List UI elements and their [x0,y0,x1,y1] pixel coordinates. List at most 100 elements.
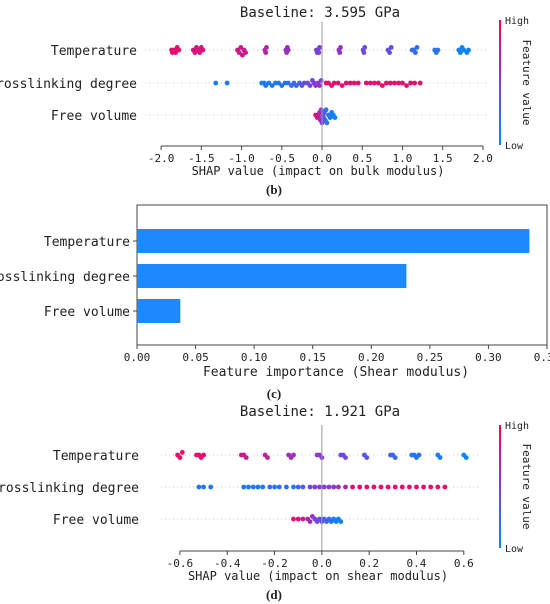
panel-c-bar [137,229,530,253]
panel-d-point [343,484,348,490]
panel-b-point [224,80,230,86]
panel-b-point [355,80,361,86]
panel-b-point [327,115,333,120]
panel-b-feature-label: Temperature [51,44,137,59]
panel-d-point [463,455,469,460]
panel-c-x-tick-label: 0.15 [299,351,326,364]
panel-b-point [408,80,413,86]
panel-d-x-tick-label: 0.6 [454,557,474,570]
panel-b-feature-label: Free volume [51,109,137,124]
panel-b-point [238,45,244,50]
panel-d-point [385,484,391,490]
panel-d-point [378,484,384,490]
panel-d-point [208,484,214,490]
panel-b-point [243,50,249,55]
panel-c-x-tick-label: 0.10 [241,351,268,364]
panel-b-point [400,80,405,86]
panel-b-point [173,50,179,55]
panel-b-point [392,80,397,86]
panel-d-point [179,450,185,455]
panel-b-point [192,50,198,55]
panel-d-feature-label: Free volume [53,513,139,528]
panel-b-point [276,80,281,86]
panel-d-point [260,484,266,490]
panel-c-category-label: Temperature [44,235,130,250]
panel-b-x-tick-label: -0.5 [269,152,296,165]
panel-b-x-tick-label: 1.0 [393,152,413,165]
panel-b-point [367,80,373,86]
panel-b-point [396,80,401,86]
panel-d-point [317,484,322,490]
panel-d-point [196,484,202,490]
panel-b-point [351,80,357,86]
panel-b-point [413,50,418,55]
panel-c-category-label: Crosslinking degree [0,270,130,285]
panel-b-point [461,47,467,53]
panel-b-point [197,50,203,55]
panel-b-point [266,80,272,86]
panel-d-point [442,484,448,490]
panel-c-x-tick-label: 0.20 [358,351,385,364]
panel-c-x-tick-label: 0.00 [124,351,151,364]
panel-b-point [363,80,369,86]
panel-b-point [176,47,182,53]
panel-b-point [339,83,345,88]
panel-d-point [295,516,301,522]
panel-b-x-tick-label: 0.0 [312,152,332,165]
panel-b-point [388,45,394,50]
panel-b-x-tick-label: 2.0 [473,152,493,165]
panel-d-point [291,516,296,522]
panel-d-shap-shear: Baseline: 1.921 GPa Temperature Crosslink… [0,404,533,602]
panel-b-point [361,50,367,55]
panel-d-point [276,484,282,490]
panel-c-x-tick-label: 0.30 [475,351,502,364]
panel-d-point [284,484,289,490]
panel-d-point [338,519,344,524]
panel-b-point [371,80,377,86]
panel-d-point [414,484,419,490]
panel-d-point [300,484,306,490]
panel-b-point [316,50,322,55]
panel-c-x-tick-label: 0.25 [417,351,444,364]
panel-c-label: (c) [267,386,281,401]
panel-d-point [364,455,370,460]
panel-d-point [250,484,256,490]
panel-d-feature-label: Crosslinking degree [0,481,139,496]
panel-b-point [263,50,269,55]
panel-b-point [307,83,313,88]
panel-d-point [201,484,207,490]
panel-d-point [326,484,332,490]
panel-b-point [263,83,269,88]
panel-d-x-tick-label: -0.4 [214,557,241,570]
panel-b-feature-label: Crosslinking degree [0,77,137,92]
panel-b-point [343,80,349,86]
panel-b-title: Baseline: 3.595 GPa [240,5,400,21]
panel-d-feature-label: Temperature [53,449,139,464]
panel-d-x-tick-label: -0.2 [261,557,288,570]
panel-d-title: Baseline: 1.921 GPa [240,404,400,420]
panel-c-importance: Temperature Crosslinking degree Free volum… [0,204,550,401]
panel-b-point [285,47,291,53]
panel-d-label: (d) [266,587,282,602]
panel-b-point [269,83,275,88]
panel-d-point [428,484,434,490]
panel-c-bar [137,264,407,288]
panel-d-x-tick-label: -0.6 [167,557,194,570]
panel-b-point [388,80,393,86]
panel-d-point [407,484,412,490]
panel-d-colorbar-title: Feature value [520,443,533,529]
panel-b-point [335,80,341,86]
panel-d-point [312,484,318,490]
panel-d-point [364,484,370,490]
panel-c-x-tick-label: 0.05 [182,351,209,364]
panel-b-point [458,50,463,55]
panel-d-point [350,484,355,490]
panel-b-point [213,80,219,86]
panel-d-xlabel: SHAP value (impact on shear modulus) [188,569,448,583]
panel-d-point [246,484,251,490]
panel-b-point [384,80,389,86]
panel-d-point [267,484,273,490]
panel-b-point [387,50,392,55]
panel-b-point [435,47,441,53]
